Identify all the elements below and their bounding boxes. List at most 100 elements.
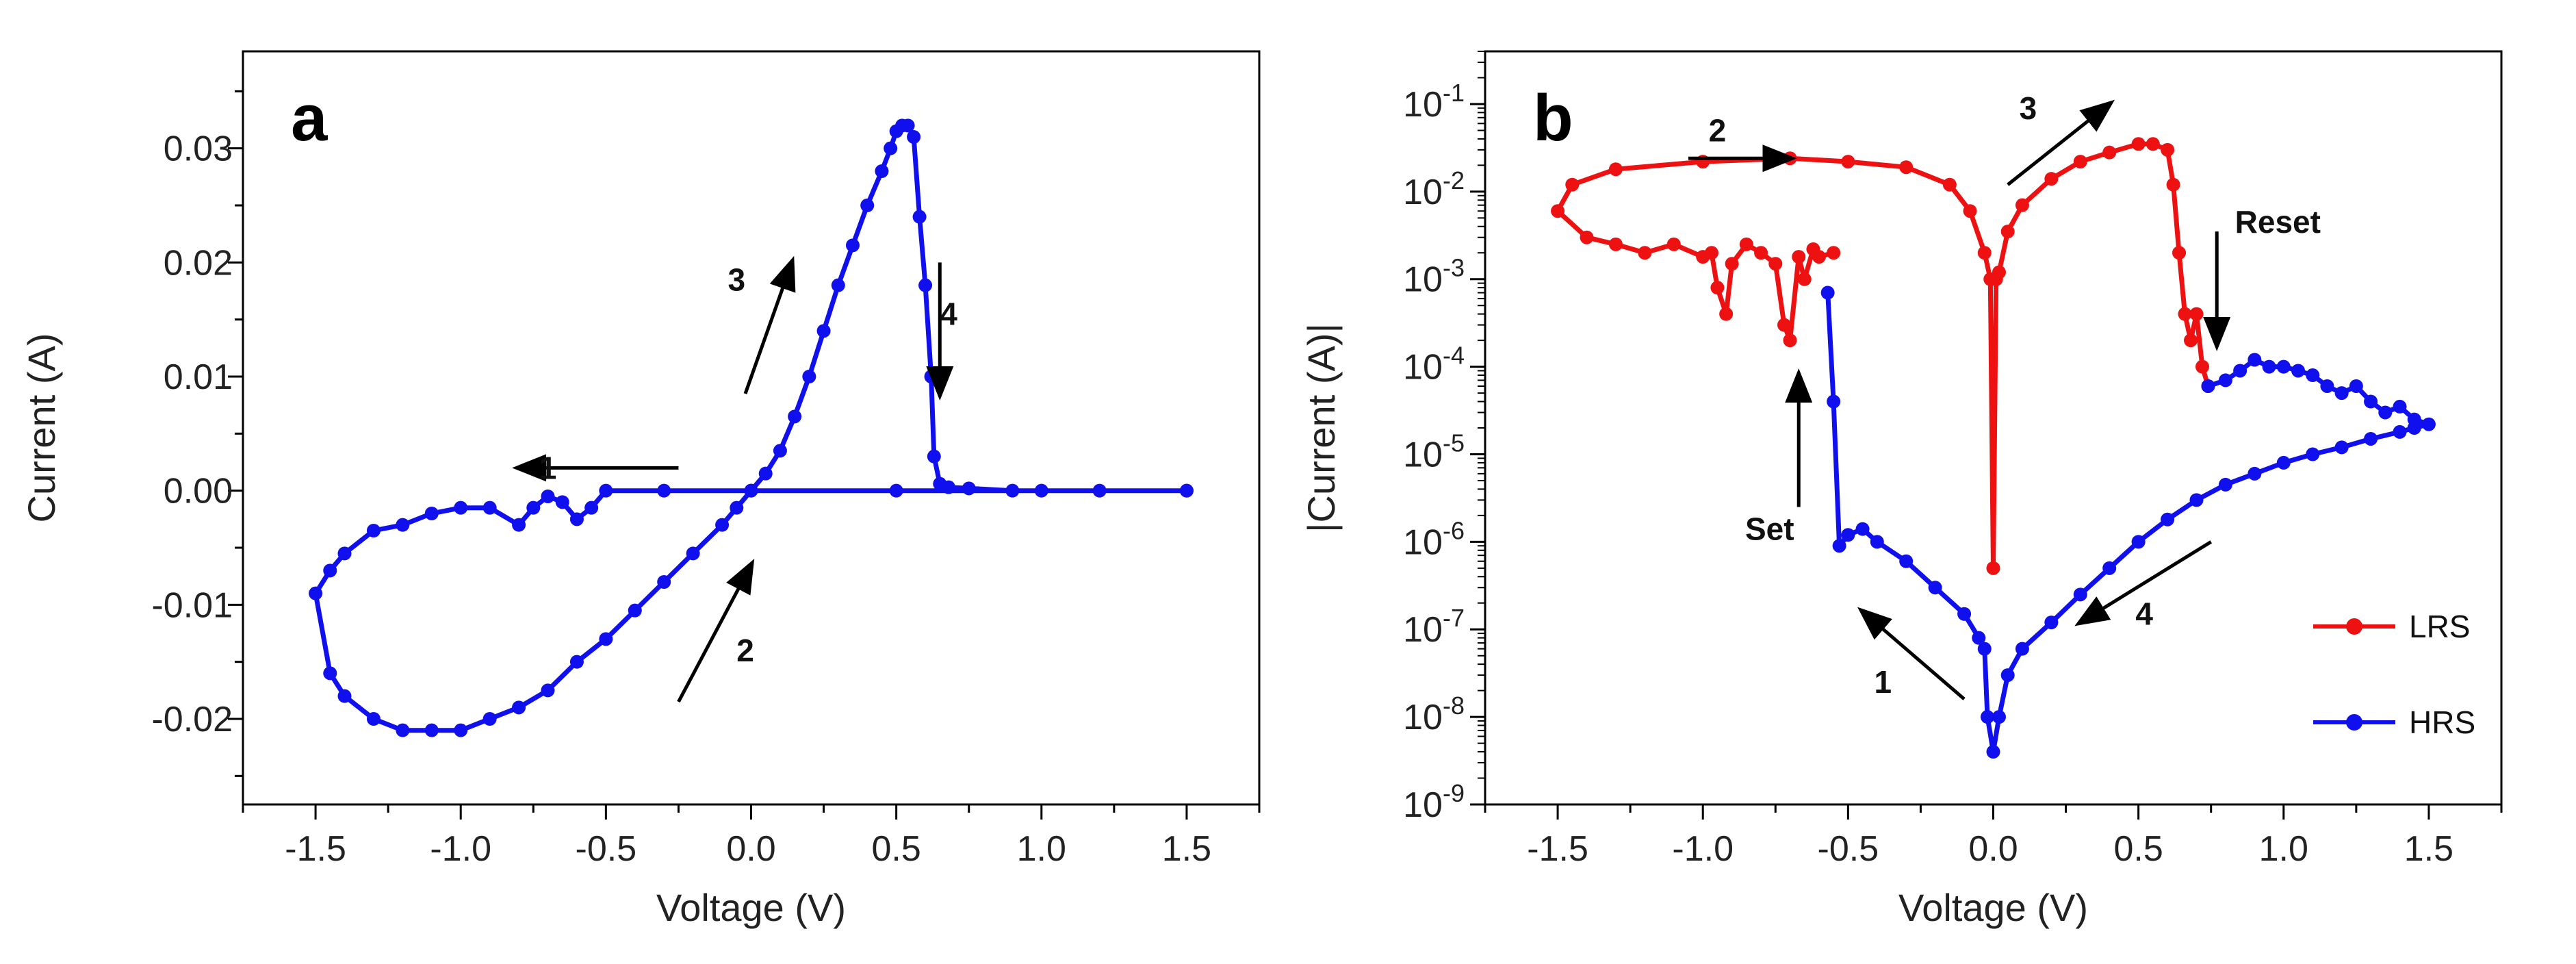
data-point xyxy=(1855,522,1870,536)
data-point xyxy=(366,712,381,726)
data-point xyxy=(2393,399,2407,414)
data-point xyxy=(454,500,468,515)
data-point xyxy=(2378,405,2393,420)
data-point xyxy=(1565,177,1580,192)
y-tick-label: 10-5 xyxy=(1403,429,1465,474)
data-point xyxy=(1696,250,1710,264)
data-point xyxy=(1957,607,1972,621)
x-tick-label: 1.0 xyxy=(1017,829,1066,869)
data-point xyxy=(2161,512,2175,527)
data-point xyxy=(1608,162,1623,177)
data-point xyxy=(1977,246,1992,260)
data-point xyxy=(2189,307,2204,321)
data-point xyxy=(686,546,700,561)
y-tick-label: 10-2 xyxy=(1403,166,1465,212)
legend-marker-hrs xyxy=(2346,714,2362,731)
data-point xyxy=(1005,483,1020,498)
data-point xyxy=(918,278,933,292)
data-point xyxy=(1942,177,1957,192)
data-point xyxy=(2131,535,2146,549)
y-tick-label: 0.00 xyxy=(164,472,233,511)
data-point xyxy=(1899,554,1914,568)
data-point xyxy=(1972,631,1986,645)
data-point xyxy=(1832,539,1846,553)
data-point xyxy=(2320,379,2334,393)
legend-marker-lrs xyxy=(2346,618,2362,635)
panel-b-chart: -1.5 -1.0 -0.5 0.0 0.5 1.0 1.510-910-810-710-6… xyxy=(1300,50,2503,929)
data-point xyxy=(2276,359,2291,374)
direction-arrow xyxy=(743,255,796,394)
data-point xyxy=(526,500,541,515)
data-point xyxy=(1725,257,1739,271)
y-tick-label: 0.02 xyxy=(164,243,233,283)
data-point xyxy=(657,575,671,589)
data-point xyxy=(758,466,773,481)
data-point xyxy=(1768,257,1783,271)
data-point xyxy=(569,512,584,527)
data-point xyxy=(933,477,947,491)
data-point xyxy=(657,483,671,498)
data-point xyxy=(424,723,439,737)
data-point xyxy=(2364,431,2378,446)
panel-letter: b xyxy=(1533,81,1573,155)
x-tick-label: -1.0 xyxy=(1672,829,1734,869)
data-point xyxy=(889,483,903,498)
data-point xyxy=(2306,368,2320,383)
data-point xyxy=(1580,230,1594,244)
data-point xyxy=(2000,225,2015,239)
data-point xyxy=(1792,250,1806,264)
annotation-label: 1 xyxy=(539,450,557,485)
data-point xyxy=(907,130,921,144)
data-point xyxy=(2334,386,2349,401)
y-tick-exponent: -3 xyxy=(1443,254,1465,282)
y-tick-base: 10 xyxy=(1403,348,1443,388)
data-point xyxy=(424,507,439,520)
data-point xyxy=(2189,493,2204,507)
data-point xyxy=(2102,561,2117,575)
data-point xyxy=(831,278,845,292)
annotation-label: 2 xyxy=(736,633,754,668)
data-point xyxy=(1899,160,1914,175)
x-axis-title: Voltage (V) xyxy=(1898,886,2088,929)
data-point xyxy=(1977,642,1992,656)
x-tick-label: -0.5 xyxy=(576,829,637,869)
data-point xyxy=(2195,359,2209,374)
data-point xyxy=(2172,246,2187,260)
y-tick-exponent: -8 xyxy=(1443,692,1465,720)
y-tick-exponent: -6 xyxy=(1443,516,1465,544)
data-point xyxy=(1710,281,1725,295)
data-point xyxy=(323,666,337,681)
data-point xyxy=(337,689,352,703)
data-point xyxy=(2247,466,2262,481)
y-tick-label: 10-9 xyxy=(1403,779,1465,825)
data-point xyxy=(2201,379,2215,393)
data-point xyxy=(1992,710,2006,724)
y-tick-label: 10-7 xyxy=(1403,604,1465,650)
y-tick-base: 10 xyxy=(1403,85,1443,125)
x-axis-title: Voltage (V) xyxy=(656,886,846,929)
data-point xyxy=(2262,359,2276,374)
data-point xyxy=(1551,204,1565,218)
y-tick-base: 10 xyxy=(1403,260,1443,300)
data-point xyxy=(912,210,927,224)
direction-arrow xyxy=(677,559,755,703)
data-point xyxy=(1806,242,1820,256)
data-point xyxy=(788,409,802,424)
annotation-label: 4 xyxy=(940,296,957,331)
y-tick-exponent: -2 xyxy=(1443,166,1465,194)
data-point xyxy=(715,518,730,532)
x-tick-label: 0.0 xyxy=(1968,829,2018,869)
x-tick-label: -1.0 xyxy=(430,829,491,869)
data-point xyxy=(1638,246,1652,260)
legend-label-hrs: HRS xyxy=(2409,705,2475,740)
annotation-label: Set xyxy=(1745,511,1794,547)
direction-arrow xyxy=(1857,607,1966,700)
data-point xyxy=(744,483,758,498)
y-tick-label: -0.01 xyxy=(151,585,233,625)
data-point xyxy=(816,324,831,338)
data-point xyxy=(2015,642,2029,656)
data-point xyxy=(2218,477,2232,492)
data-point xyxy=(2184,333,2198,348)
legend-label-lrs: LRS xyxy=(2409,609,2470,644)
